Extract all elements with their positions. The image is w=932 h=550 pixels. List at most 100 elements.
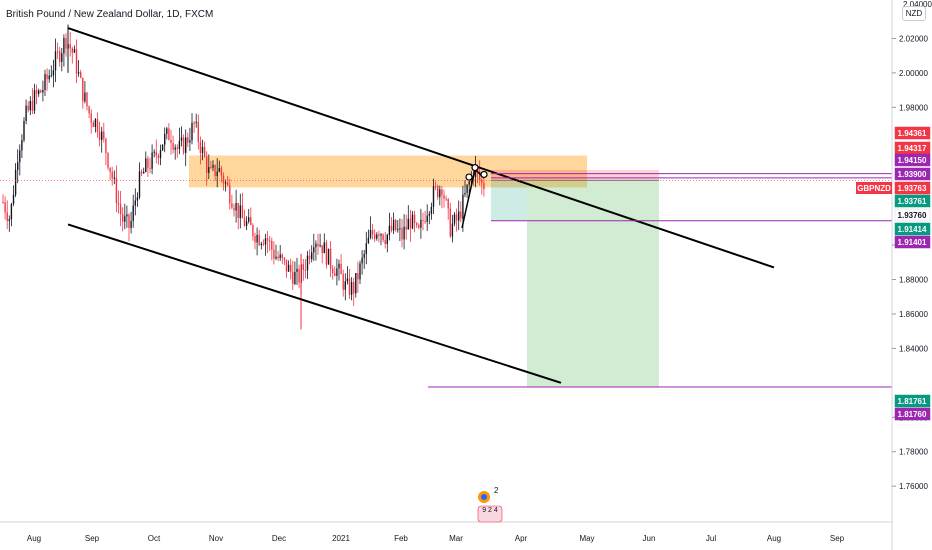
- candle-body: [466, 184, 468, 193]
- lower-channel-line[interactable]: [67, 223, 562, 384]
- candle-body: [451, 223, 454, 237]
- candle-body: [210, 167, 212, 169]
- candle-body: [10, 203, 13, 220]
- candle-body: [203, 146, 206, 157]
- event-icon[interactable]: [477, 505, 503, 523]
- candle-body: [191, 122, 193, 141]
- pattern-point[interactable]: [480, 170, 488, 179]
- candle-body: [201, 146, 204, 153]
- candle-body: [283, 257, 286, 260]
- candle-body: [413, 214, 416, 224]
- x-tick-label: Sep: [85, 534, 100, 543]
- candle-body: [84, 92, 86, 102]
- take-profit-area[interactable]: [527, 180, 659, 387]
- candle-body: [237, 203, 239, 218]
- candle-body: [214, 164, 216, 177]
- candle-body: [262, 243, 265, 245]
- candle-body: [432, 186, 435, 207]
- candle-body: [455, 214, 458, 221]
- candle-body: [61, 53, 63, 62]
- stop-loss-area[interactable]: [491, 170, 659, 181]
- candle-body: [256, 234, 258, 243]
- candle-body: [327, 248, 330, 265]
- candle-body: [458, 211, 460, 221]
- candle-body: [334, 273, 336, 276]
- candle-body: [338, 263, 340, 269]
- candle-body: [25, 105, 27, 121]
- candle-body: [59, 51, 61, 62]
- candle-body: [411, 214, 414, 229]
- y-tick-label: 2.02000: [899, 34, 928, 43]
- candle-body: [279, 254, 281, 259]
- candle-body: [430, 206, 433, 214]
- candle-body: [426, 215, 428, 222]
- candle-body: [285, 259, 288, 272]
- candle-body: [361, 257, 363, 264]
- candle-body: [80, 72, 82, 78]
- candle-body: [224, 182, 227, 184]
- upper-channel-line[interactable]: [67, 27, 775, 269]
- candle-body: [449, 208, 451, 237]
- candle-body: [153, 151, 155, 153]
- candle-body: [128, 214, 130, 229]
- candle-body: [105, 138, 107, 153]
- candle-body: [42, 89, 44, 93]
- currency-selector[interactable]: NZD: [902, 6, 926, 21]
- candle-body: [77, 72, 80, 74]
- candle-body: [235, 203, 237, 211]
- x-tick-label: Oct: [148, 534, 161, 543]
- candle-body: [115, 177, 118, 203]
- pattern-point[interactable]: [465, 173, 473, 181]
- wedge-line[interactable]: [461, 169, 476, 229]
- x-tick-label: Jun: [643, 534, 656, 543]
- candle-body: [103, 131, 105, 139]
- candle-body: [239, 205, 241, 218]
- candle-body: [468, 181, 470, 185]
- candle-body: [138, 171, 141, 198]
- candle-body: [460, 211, 462, 219]
- x-tick-label: Aug: [27, 534, 41, 543]
- candle-body: [185, 137, 187, 153]
- y-tick-label: 1.84000: [899, 344, 928, 353]
- candle-body: [386, 234, 388, 244]
- candle-body: [403, 226, 405, 240]
- candle-body: [218, 168, 220, 172]
- candle-body: [27, 105, 29, 111]
- candle-body: [292, 271, 294, 284]
- price-tag-label: 1.93761: [898, 197, 927, 206]
- candle-body: [149, 167, 151, 169]
- candle-body: [75, 49, 78, 74]
- entry-area[interactable]: [491, 180, 527, 221]
- candle-body: [94, 119, 97, 127]
- candle-body: [151, 152, 153, 169]
- candle-body: [359, 263, 361, 280]
- price-tag-label: 1.94150: [898, 156, 927, 165]
- candle-body: [479, 171, 481, 180]
- candle-body: [363, 253, 365, 258]
- candle-body: [275, 256, 277, 259]
- price-tag: [894, 394, 931, 408]
- candle-body: [176, 147, 178, 150]
- candle-body: [390, 225, 393, 231]
- candle-body: [140, 171, 143, 174]
- candle-body: [409, 218, 412, 229]
- candle-body: [69, 44, 71, 49]
- price-tag-label: 1.93760: [898, 211, 927, 220]
- x-tick-label: Sep: [830, 534, 845, 543]
- candle-body: [254, 236, 256, 243]
- y-tick-label: 1.88000: [899, 276, 928, 285]
- pattern-point[interactable]: [471, 163, 479, 172]
- candle-body: [313, 247, 315, 253]
- symbol-tag: [856, 182, 892, 194]
- price-tag-label: 1.91414: [898, 225, 927, 234]
- candle-body: [164, 133, 166, 145]
- candle-body: [124, 216, 126, 222]
- candle-body: [88, 106, 90, 114]
- candle-body: [371, 229, 374, 235]
- candle-body: [2, 202, 4, 204]
- candle-body: [168, 128, 170, 141]
- candle-body: [342, 274, 344, 290]
- candle-body: [290, 264, 292, 272]
- candle-body: [319, 245, 321, 247]
